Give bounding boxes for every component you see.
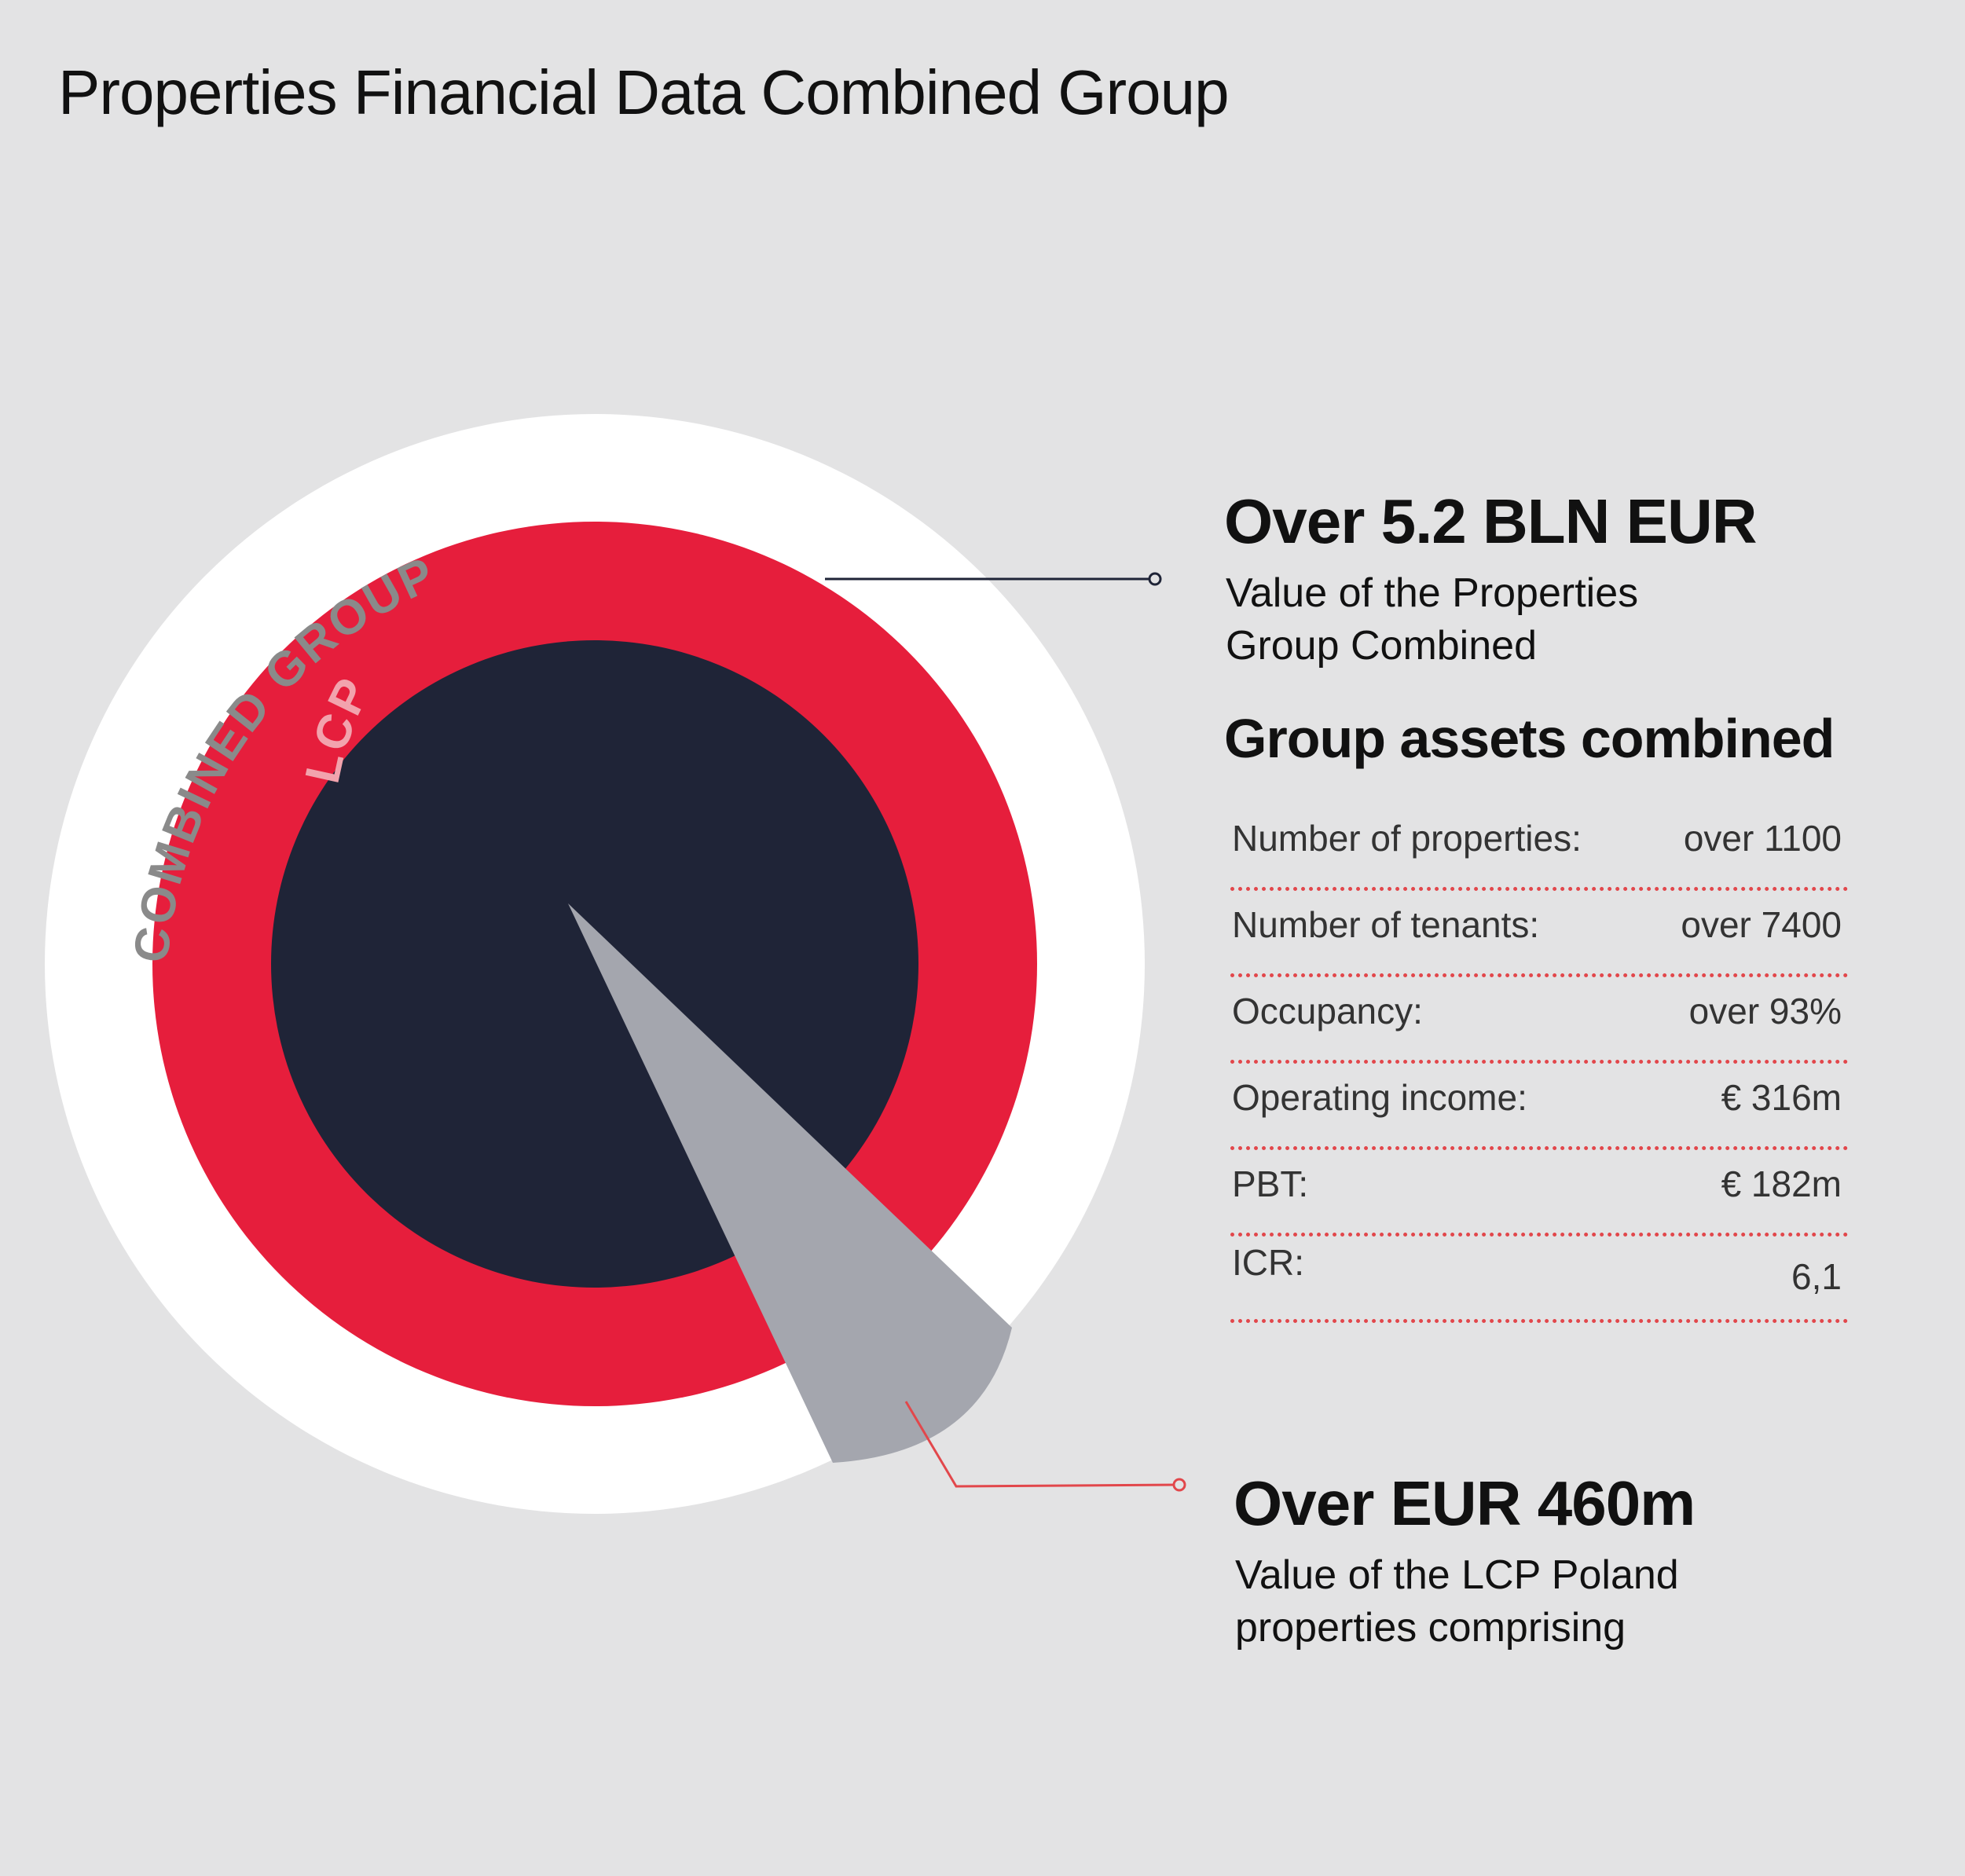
metric-label: Operating income: [1232,1077,1527,1118]
metric-row: Number of tenants: over 7400 [1230,891,1848,977]
combined-leader-dot [1148,572,1162,586]
lcp-value-line1: Value of the LCP Poland [1235,1552,1679,1598]
assets-table: Number of properties: over 1100 Number o… [1230,804,1848,1323]
lcp-leader-dot [1172,1478,1186,1492]
metric-value: over 7400 [1681,904,1842,945]
metric-row: Number of properties: over 1100 [1230,804,1848,891]
combined-value-line1: Value of the Properties [1226,570,1639,616]
metric-row: Occupancy: over 93% [1230,977,1848,1064]
combined-value-headline: Over 5.2 BLN EUR [1224,486,1758,556]
assets-heading: Group assets combined [1224,708,1835,769]
lcp-share-wedge [568,903,1012,1463]
metric-row: Operating income: € 316m [1230,1064,1848,1150]
metric-row: PBT: € 182m [1230,1150,1848,1237]
metric-value: € 316m [1721,1077,1842,1118]
metric-label: ICR: [1232,1242,1304,1283]
metric-label: Number of tenants: [1232,904,1540,945]
metric-value: 6,1 [1791,1256,1842,1297]
metric-value: over 93% [1688,991,1842,1031]
combined-value-line2: Group Combined [1226,623,1537,669]
metric-label: Occupancy: [1232,991,1423,1031]
metric-value: € 182m [1721,1163,1842,1204]
metric-label: Number of properties: [1232,818,1582,859]
lcp-value-line2: properties comprising [1235,1605,1626,1651]
lcp-value-headline: Over EUR 460m [1234,1468,1696,1538]
metric-row: ICR: 6,1 [1230,1237,1848,1323]
lcp-leader-line [904,1401,1179,1488]
metric-value: over 1100 [1683,818,1842,859]
page-title: Properties Financial Data Combined Group [58,57,1230,127]
metric-label: PBT: [1232,1163,1309,1204]
